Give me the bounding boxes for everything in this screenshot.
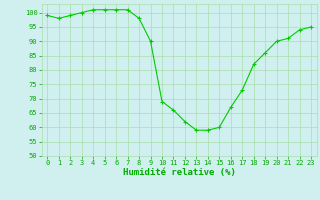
- X-axis label: Humidité relative (%): Humidité relative (%): [123, 168, 236, 177]
